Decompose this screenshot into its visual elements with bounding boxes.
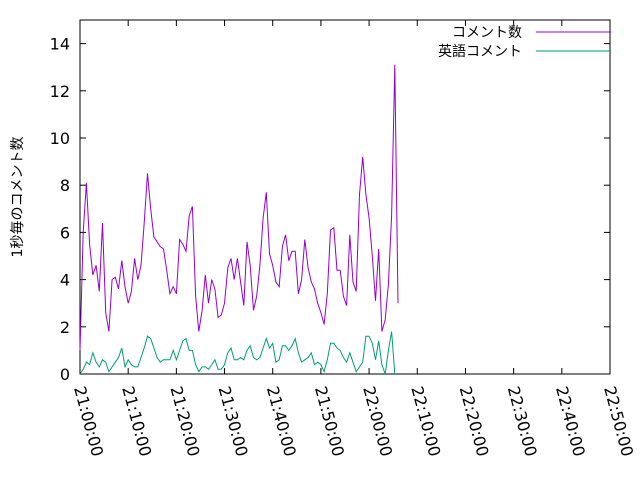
y-tick-label: 6 bbox=[60, 223, 70, 242]
x-tick-label: 21:20:00 bbox=[166, 384, 203, 458]
x-tick-label: 22:30:00 bbox=[504, 384, 541, 458]
plot-frame bbox=[79, 19, 611, 375]
x-tick-label: 22:40:00 bbox=[552, 384, 589, 458]
y-tick-label: 4 bbox=[60, 271, 70, 290]
legend-label: コメント数 bbox=[452, 25, 522, 41]
y-axis-label: 1秒毎のコメント数 bbox=[10, 137, 26, 258]
series-line-2 bbox=[79, 331, 396, 375]
y-tick-label: 14 bbox=[50, 35, 70, 54]
y-tick-label: 0 bbox=[60, 365, 70, 384]
x-tick-label: 22:10:00 bbox=[407, 384, 444, 458]
series-group bbox=[79, 64, 399, 375]
x-tick-label: 22:50:00 bbox=[600, 384, 637, 458]
y-tick-label: 12 bbox=[50, 82, 70, 101]
x-tick-label: 21:30:00 bbox=[215, 384, 252, 458]
x-tick-label: 21:40:00 bbox=[263, 384, 300, 458]
y-axis: 0 2 4 6 8 10 12 14 bbox=[50, 35, 610, 384]
legend-label: 英語コメント bbox=[438, 43, 522, 60]
x-tick-label: 22:00:00 bbox=[359, 384, 396, 458]
y-tick-label: 8 bbox=[60, 176, 70, 195]
y-tick-label: 2 bbox=[60, 318, 70, 337]
x-tick-label: 21:50:00 bbox=[311, 384, 348, 458]
x-tick-label: 22:20:00 bbox=[456, 384, 493, 458]
y-tick-label: 10 bbox=[50, 129, 70, 148]
series-line-1 bbox=[79, 64, 399, 351]
x-tick-label: 21:00:00 bbox=[70, 384, 107, 458]
x-tick-label: 21:10:00 bbox=[118, 384, 155, 458]
